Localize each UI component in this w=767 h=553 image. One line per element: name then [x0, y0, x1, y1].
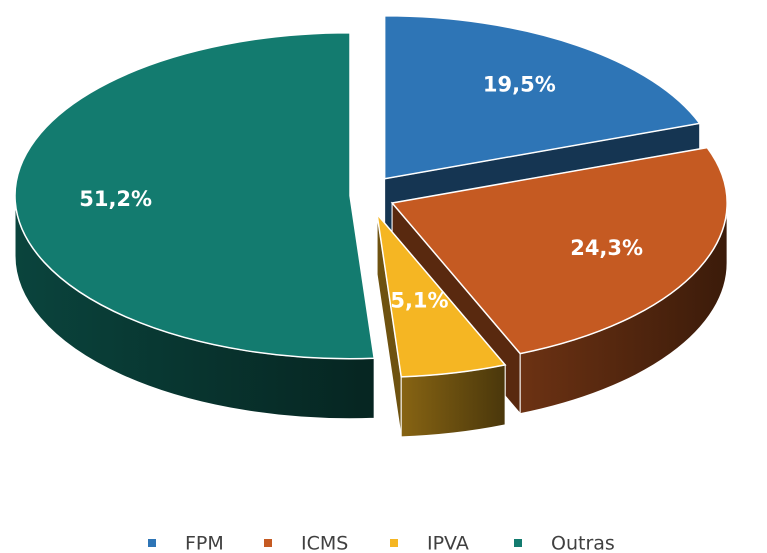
legend-marker	[264, 539, 272, 547]
legend-label: FPM	[185, 533, 224, 553]
legend-label: Outras	[551, 533, 615, 553]
slice	[14, 31, 376, 360]
legend-marker	[148, 539, 156, 547]
legend-marker	[390, 539, 398, 547]
slice-tops	[14, 15, 728, 378]
slice-walls	[14, 195, 728, 438]
slice	[390, 146, 728, 355]
data-label: 19,5%	[483, 72, 556, 96]
legend-label: IPVA	[427, 533, 469, 553]
slice	[383, 15, 702, 180]
data-label: 24,3%	[570, 236, 643, 260]
data-label: 5,1%	[390, 289, 448, 313]
data-label: 51,2%	[79, 187, 152, 211]
legend-label: ICMS	[301, 533, 348, 553]
slice	[375, 211, 507, 378]
legend-marker	[514, 539, 522, 547]
